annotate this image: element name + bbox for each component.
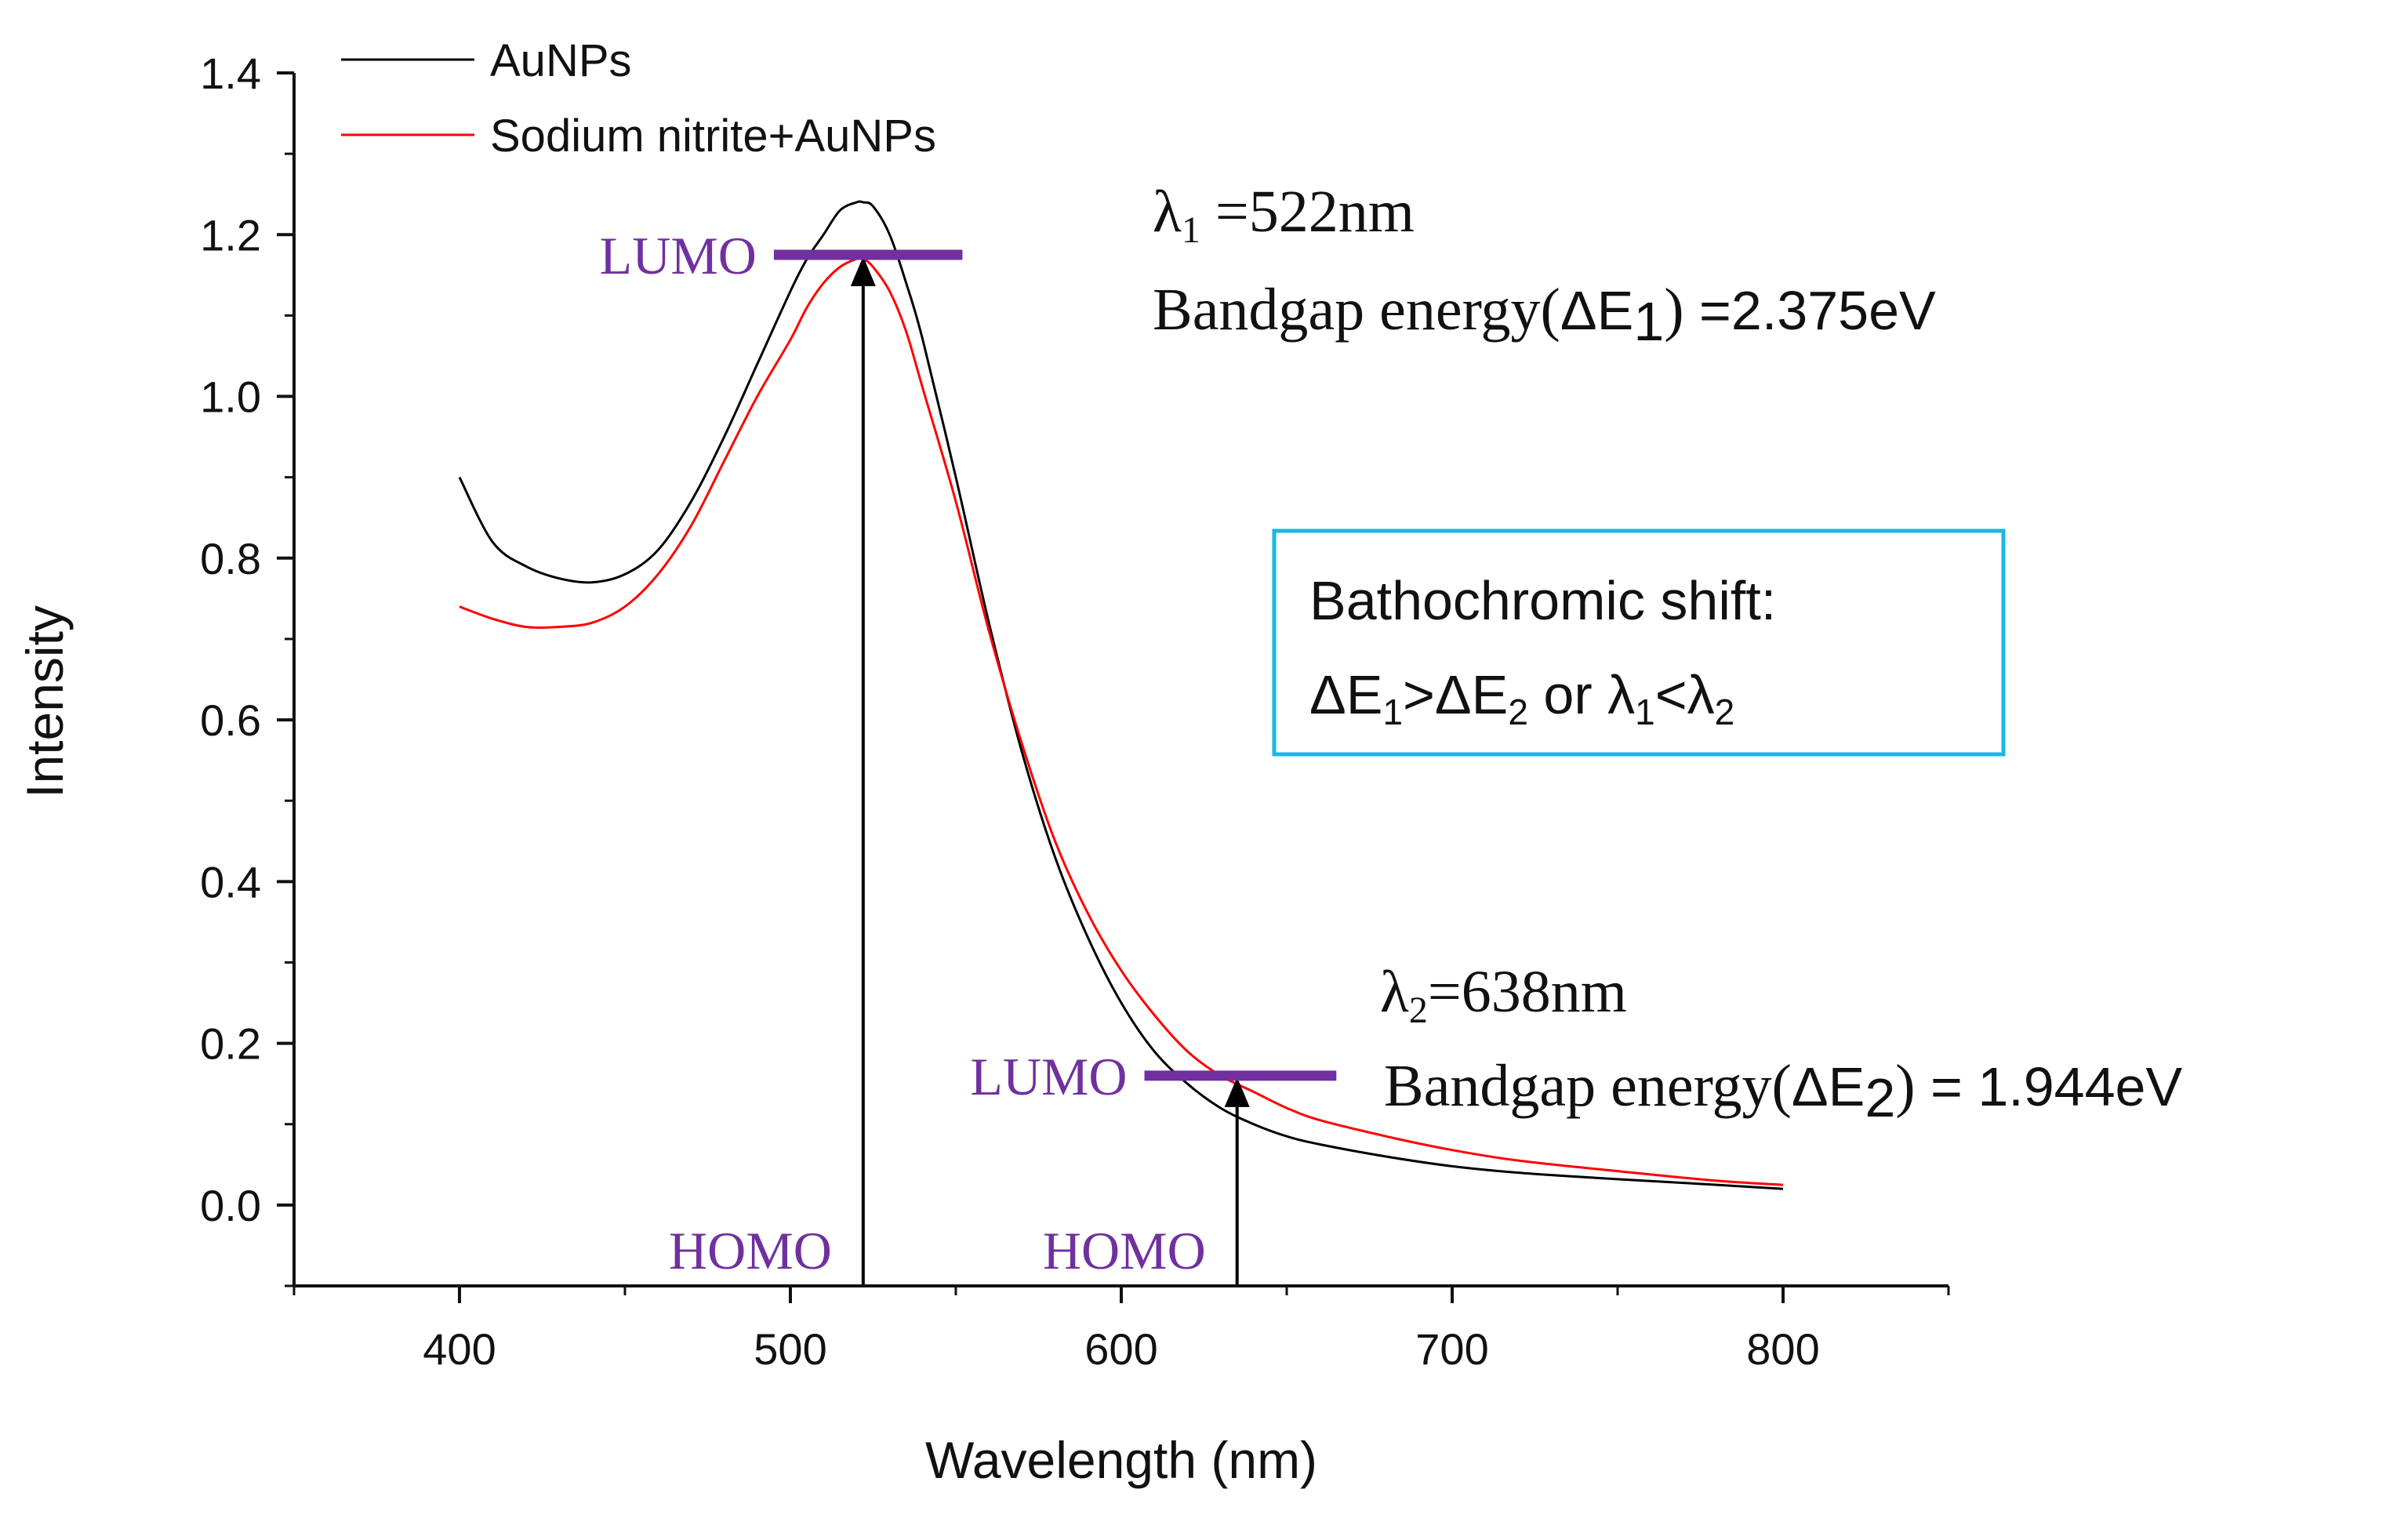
homo-label: HOMO — [1043, 1221, 1206, 1280]
bandgap1-text: Bandgap energy(ΔE1) =2.375eV — [1153, 277, 1936, 352]
y-tick-label: 1.4 — [200, 49, 261, 98]
bandgap2-text: Bandgap energy(ΔE2) = 1.944eV — [1384, 1053, 2182, 1128]
series-line-sodium-nitrite-aunps — [459, 256, 1784, 1186]
homo-label: HOMO — [669, 1221, 832, 1280]
bathochromic-shift-box: Bathochromic shift: ΔE1>ΔE2 or λ1<λ2 — [1272, 528, 2006, 757]
y-tick-label: 0.8 — [200, 534, 261, 583]
x-tick-label: 600 — [1084, 1324, 1157, 1374]
legend-label-sodium-nitrite: Sodium nitrite+AuNPs — [490, 111, 936, 162]
lambda2-annotation: λ2=638nm — [1380, 959, 1627, 1031]
lambda1-annotation: λ1 =522nm — [1153, 179, 1415, 251]
x-tick-label: 400 — [423, 1324, 496, 1374]
x-tick-label: 800 — [1746, 1324, 1819, 1374]
transition-arrow-head — [850, 256, 876, 287]
y-tick-label: 1.0 — [200, 372, 261, 422]
legend: AuNPs Sodium nitrite+AuNPs — [341, 35, 936, 162]
lambda2-text: λ2=638nm — [1380, 959, 1627, 1031]
y-tick-label: 0.2 — [200, 1019, 261, 1069]
bandgap1-annotation: Bandgap energy(ΔE1) =2.375eV — [1153, 277, 1936, 352]
y-axis-title: Intensity — [16, 605, 74, 798]
transition-arrow-head — [1224, 1077, 1250, 1107]
shift-box-line1: Bathochromic shift: — [1309, 570, 1776, 631]
series-line-aunps — [458, 200, 1784, 1190]
series-layer — [458, 200, 1784, 1190]
y-tick-label: 0.4 — [200, 857, 261, 906]
axes: 0.0 0.2 0.4 0.6 0.8 1.0 1.2 1.4 400 500 600 700 800 — [200, 49, 1950, 1374]
y-tick-label: 0.0 — [200, 1181, 261, 1230]
x-axis-title: Wavelength (nm) — [925, 1431, 1317, 1489]
shift-box-line2: ΔE1>ΔE2 or λ1<λ2 — [1309, 664, 1734, 732]
lumo-label: LUMO — [600, 226, 757, 285]
transition-layer: LUMO HOMO LUMO HOMO — [600, 226, 1337, 1284]
y-tick-label: 1.2 — [200, 210, 261, 260]
bandgap2-annotation: Bandgap energy(ΔE2) = 1.944eV — [1384, 1053, 2182, 1128]
shift-box-border — [1272, 528, 2006, 757]
lambda1-text: λ1 =522nm — [1153, 179, 1415, 251]
x-tick-label: 500 — [754, 1324, 826, 1374]
legend-label-aunps: AuNPs — [490, 35, 632, 86]
lumo-label: LUMO — [970, 1047, 1127, 1106]
x-tick-label: 700 — [1415, 1324, 1488, 1374]
y-tick-label: 0.6 — [200, 695, 261, 745]
